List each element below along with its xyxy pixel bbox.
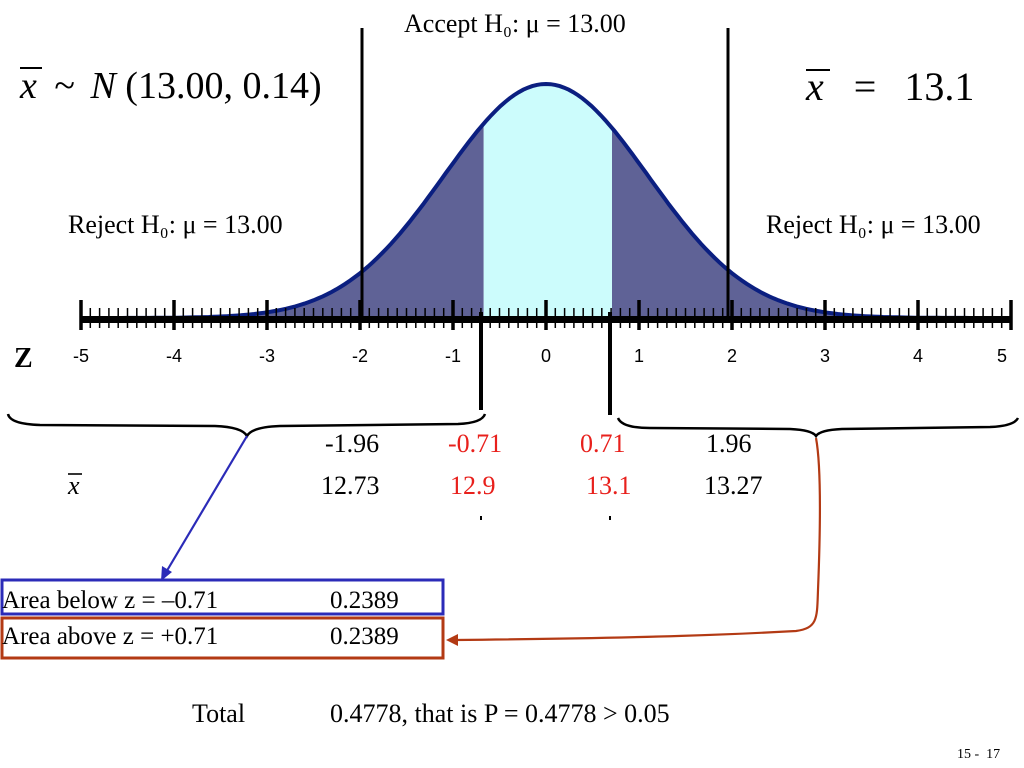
area-above-label: Area above z = +0.71 <box>2 623 218 650</box>
slide-number: 15 - 17 <box>957 747 1000 762</box>
area-below-label: Area below z = –0.71 <box>2 587 218 614</box>
z-axis-label: Z <box>14 343 33 374</box>
sample-mean-label: x = 13.1 <box>805 64 974 109</box>
xbar-value-2: 12.9 <box>450 471 496 500</box>
z-axis <box>79 300 1013 330</box>
tick-label: -2 <box>352 346 368 366</box>
red-arrowhead <box>446 634 458 646</box>
xbar-value-4: 13.27 <box>704 471 763 500</box>
tick-labels: -5 -4 -3 -2 -1 0 1 2 3 4 5 <box>73 346 1007 366</box>
tick-label: 1 <box>634 346 644 366</box>
z-value-2: -0.71 <box>448 429 502 458</box>
brace-right <box>616 417 1020 439</box>
reject-right-label: Reject H₀: μ = 13.00 <box>766 210 981 239</box>
accept-label: Accept H₀: μ = 13.00 <box>404 9 626 38</box>
tick-label: 3 <box>820 346 830 366</box>
tick-label: -3 <box>259 346 275 366</box>
blue-arrow <box>164 435 248 575</box>
tail-region-left <box>90 123 484 318</box>
center-region <box>483 84 612 318</box>
xbar-row-label: x <box>67 471 80 500</box>
tick-label: -5 <box>73 346 89 366</box>
reject-left-label: Reject H₀: μ = 13.00 <box>68 210 283 239</box>
area-above-box <box>0 616 445 660</box>
total-label: Total <box>192 699 245 728</box>
tick-label: -1 <box>445 346 461 366</box>
xbar-value-3: 13.1 <box>586 471 632 500</box>
tick-label: 0 <box>541 346 551 366</box>
red-arrow <box>454 437 822 642</box>
tick-label: -4 <box>166 346 182 366</box>
z-value-3: 0.71 <box>580 429 626 458</box>
z-value-4: 1.96 <box>706 429 752 458</box>
area-below-box <box>0 578 445 616</box>
total-value: 0.4778, that is P = 0.4778 > 0.05 <box>330 699 670 728</box>
xbar-value-1: 12.73 <box>321 471 380 500</box>
blue-arrowhead <box>161 566 172 581</box>
area-above-value: 0.2389 <box>330 623 399 650</box>
tick-label: 5 <box>997 346 1007 366</box>
distribution-label: x ~ N (13.00, 0.14) <box>19 65 322 107</box>
xbar-symbol: x <box>19 65 37 107</box>
tick-label: 4 <box>913 346 923 366</box>
bell-curve <box>90 81 1002 320</box>
brace-left <box>6 413 487 439</box>
tick-label: 2 <box>727 346 737 366</box>
area-below-value: 0.2389 <box>330 587 399 614</box>
z-value-1: -1.96 <box>325 429 379 458</box>
tail-region-right <box>612 128 1002 318</box>
